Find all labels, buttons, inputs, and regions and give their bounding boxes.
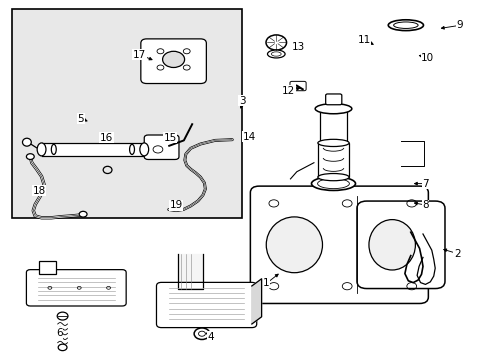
FancyBboxPatch shape [289,81,305,91]
Text: 3: 3 [238,96,245,106]
Ellipse shape [57,312,68,320]
FancyBboxPatch shape [39,261,56,274]
Text: 19: 19 [169,200,183,210]
Bar [317,143,348,177]
Ellipse shape [162,51,184,68]
Text: 1: 1 [263,278,269,288]
Text: 15: 15 [163,132,177,143]
Text: 18: 18 [32,186,46,196]
FancyBboxPatch shape [356,201,444,289]
Ellipse shape [267,50,285,58]
Ellipse shape [26,154,34,159]
FancyBboxPatch shape [144,135,179,159]
Text: 17: 17 [132,50,146,60]
Ellipse shape [265,217,322,273]
Ellipse shape [22,138,31,146]
Text: 9: 9 [455,20,462,30]
Text: 2: 2 [453,249,460,259]
Text: 16: 16 [100,132,113,143]
Text: 13: 13 [291,42,305,52]
FancyBboxPatch shape [141,39,206,84]
Ellipse shape [317,174,348,181]
Ellipse shape [368,220,415,270]
Bar [12,9,242,218]
Circle shape [157,49,163,54]
Ellipse shape [58,344,67,351]
Ellipse shape [37,143,46,156]
Ellipse shape [194,328,209,339]
Ellipse shape [311,177,355,190]
Ellipse shape [387,20,423,31]
Ellipse shape [315,104,351,114]
FancyBboxPatch shape [325,94,341,105]
Ellipse shape [140,143,148,156]
FancyBboxPatch shape [156,282,256,328]
Text: 10: 10 [421,53,433,63]
Ellipse shape [317,139,348,147]
Text: 4: 4 [207,332,214,342]
Text: 5: 5 [77,114,84,124]
Text: 12: 12 [281,86,295,96]
Circle shape [157,65,163,70]
Text: 8: 8 [421,200,428,210]
Text: 11: 11 [357,35,370,45]
FancyBboxPatch shape [26,270,126,306]
Polygon shape [251,279,261,324]
FancyBboxPatch shape [250,186,427,303]
Circle shape [183,65,190,70]
Circle shape [183,49,190,54]
Ellipse shape [265,35,286,50]
Ellipse shape [79,211,87,217]
Bar [319,111,346,143]
Text: 14: 14 [242,132,256,142]
Text: 7: 7 [421,179,428,189]
Text: 6: 6 [56,328,63,338]
